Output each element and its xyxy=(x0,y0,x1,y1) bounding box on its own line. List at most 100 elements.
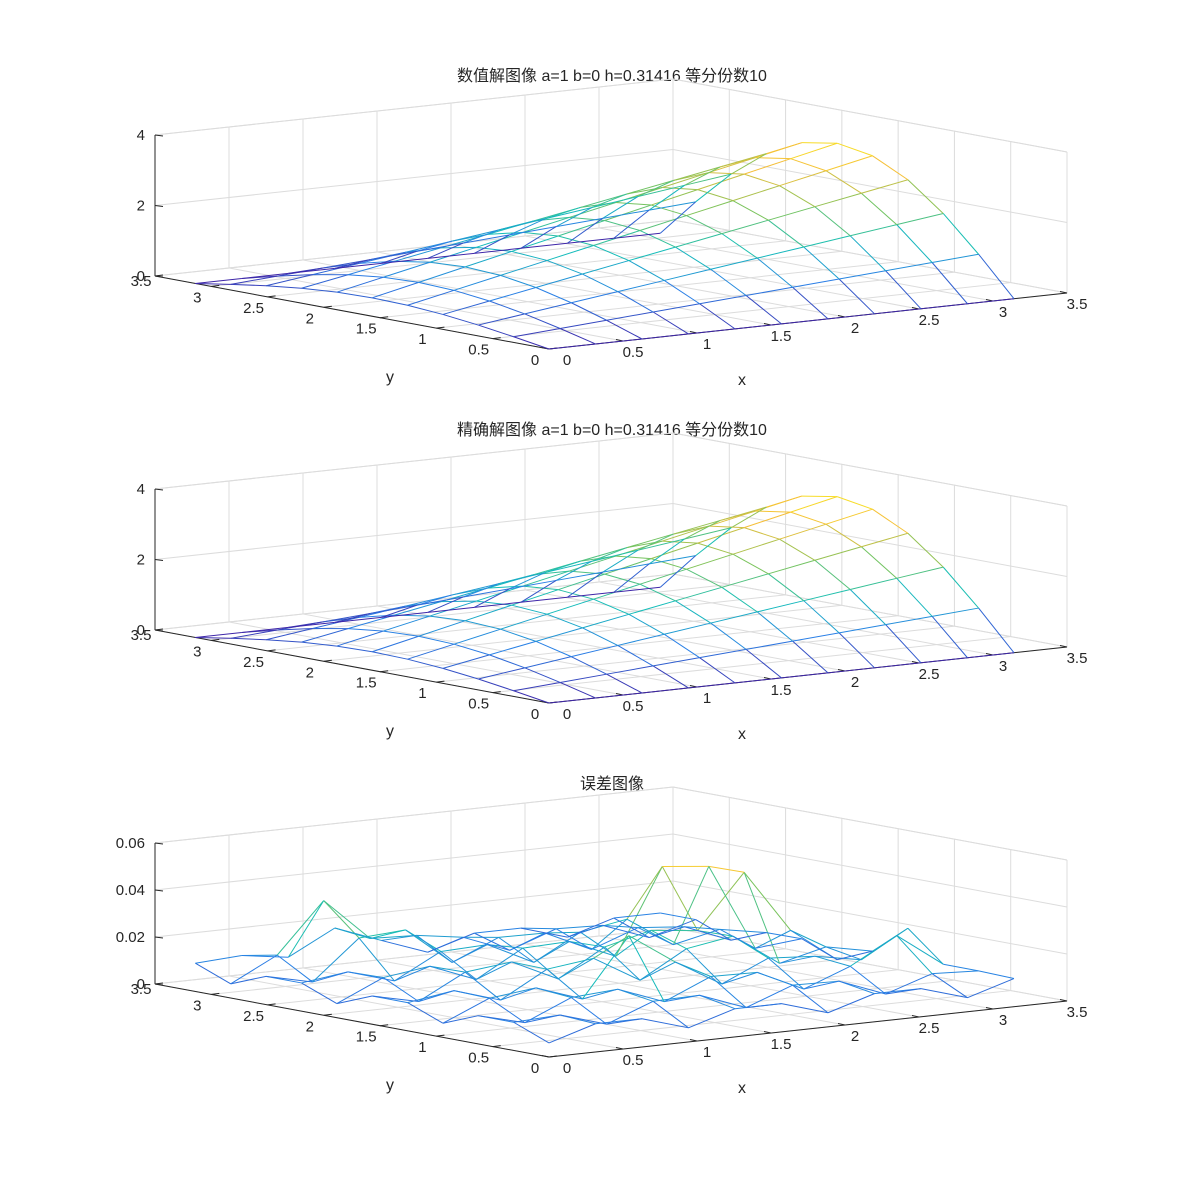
mesh-edge xyxy=(755,157,791,160)
mesh-edge xyxy=(885,624,922,664)
mesh-edge xyxy=(896,212,944,226)
mesh-edge xyxy=(662,172,709,188)
mesh-edge xyxy=(708,866,756,949)
mesh-edge xyxy=(442,997,490,1024)
y-tick-label: 1 xyxy=(418,331,426,348)
mesh-edge xyxy=(580,547,628,562)
mesh-edge xyxy=(746,286,793,296)
z-tick xyxy=(154,559,164,561)
mesh-edge xyxy=(896,566,944,579)
z-tick-label: 0.06 xyxy=(116,835,145,852)
mesh-edge xyxy=(323,259,371,269)
mesh-edge xyxy=(418,990,455,1002)
mesh-edge xyxy=(560,319,607,329)
mesh-edge xyxy=(429,965,477,980)
mesh-edge xyxy=(383,977,419,1002)
mesh-edge xyxy=(779,523,827,540)
mesh-edge xyxy=(673,928,721,946)
mesh-edge xyxy=(803,980,840,990)
mesh-edge xyxy=(839,270,886,280)
mesh-edge xyxy=(427,242,464,259)
mesh-edge xyxy=(768,206,816,221)
mesh-edge xyxy=(465,604,512,622)
y-tick xyxy=(211,992,220,995)
mesh-edge xyxy=(347,274,384,278)
mesh-edge xyxy=(652,1000,689,1029)
box-edge xyxy=(154,432,674,490)
mesh-edge xyxy=(663,280,700,305)
mesh-edge xyxy=(524,313,561,329)
mesh-edge xyxy=(604,929,652,948)
y-tick xyxy=(267,295,276,298)
mesh-edge xyxy=(427,606,475,613)
grid-line xyxy=(376,819,772,1034)
mesh-edge xyxy=(548,697,596,704)
mesh-edge xyxy=(509,218,546,236)
mesh-edge xyxy=(872,155,909,181)
mesh-edge xyxy=(628,613,665,635)
mesh-edge xyxy=(779,185,816,208)
mesh-edge xyxy=(814,546,862,561)
mesh-edge xyxy=(743,871,792,931)
mesh-edge xyxy=(383,630,419,637)
mesh-edge xyxy=(745,984,793,1009)
mesh-plot-exact: 精确解图像 a=1 b=0 h=0.31416 等分份数10 x y 0 0.5 1… xyxy=(131,421,1088,743)
mesh-edge xyxy=(474,234,510,254)
x-tick-label: 1.5 xyxy=(771,1036,792,1053)
mesh-edge xyxy=(907,927,944,965)
mesh-edge xyxy=(489,654,525,669)
y-tick-label: 2.5 xyxy=(243,1008,264,1025)
mesh-edge xyxy=(792,632,840,642)
mesh-edge xyxy=(675,586,723,602)
mesh-edge xyxy=(779,946,827,964)
mesh-edge xyxy=(649,201,696,211)
mesh-edge xyxy=(440,951,477,980)
mesh-edge xyxy=(544,932,592,950)
mesh-edge xyxy=(593,957,641,981)
y-tick-label: 3.5 xyxy=(131,273,152,290)
plot-title: 误差图像 xyxy=(580,775,644,793)
y-tick-label: 3 xyxy=(193,289,201,306)
mesh-edge xyxy=(617,988,665,1003)
mesh-edge xyxy=(535,640,572,658)
mesh-edge xyxy=(850,577,897,590)
mesh-edge xyxy=(814,206,851,237)
mesh-edge xyxy=(556,571,603,581)
mesh-edge xyxy=(582,613,630,629)
mesh-edge xyxy=(451,229,499,242)
y-tick-label: 1 xyxy=(418,685,426,702)
mesh-edge xyxy=(465,250,512,268)
mesh-edge xyxy=(489,640,537,656)
mesh-edge xyxy=(500,968,548,1001)
mesh-edge xyxy=(465,266,501,276)
mesh-edge xyxy=(522,941,570,949)
mesh-edge xyxy=(277,628,313,631)
mesh-edge xyxy=(684,527,732,540)
mesh-edge xyxy=(334,262,382,269)
y-tick xyxy=(380,316,389,319)
mesh-edge xyxy=(861,192,898,226)
y-tick-label: 1.5 xyxy=(356,1029,377,1046)
mesh-edge xyxy=(535,273,583,288)
mesh-edge xyxy=(803,589,851,602)
mesh-edge xyxy=(896,224,933,263)
y-axis-line xyxy=(154,983,550,1058)
mesh-edge xyxy=(442,667,479,680)
mesh-edge xyxy=(688,682,736,689)
mesh-edge xyxy=(372,651,408,660)
mesh-edge xyxy=(803,965,851,990)
mesh-edge xyxy=(790,158,827,172)
mesh-edge xyxy=(487,944,535,963)
mesh-edge xyxy=(734,323,782,330)
mesh-edge xyxy=(641,687,689,694)
mesh-edge xyxy=(613,912,661,919)
grid-line xyxy=(154,135,550,350)
mesh-edge xyxy=(427,932,475,953)
mesh-edge xyxy=(684,926,720,930)
mesh-surface xyxy=(195,142,1015,350)
mesh-edge xyxy=(370,934,417,939)
mesh-edge xyxy=(591,193,628,209)
mesh-edge xyxy=(766,495,802,508)
mesh-edge xyxy=(370,250,417,261)
